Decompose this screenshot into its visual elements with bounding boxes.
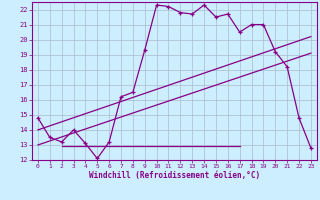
- X-axis label: Windchill (Refroidissement éolien,°C): Windchill (Refroidissement éolien,°C): [89, 171, 260, 180]
